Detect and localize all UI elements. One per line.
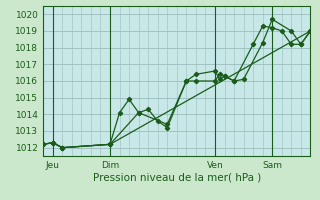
X-axis label: Pression niveau de la mer( hPa ): Pression niveau de la mer( hPa ) (93, 173, 261, 183)
